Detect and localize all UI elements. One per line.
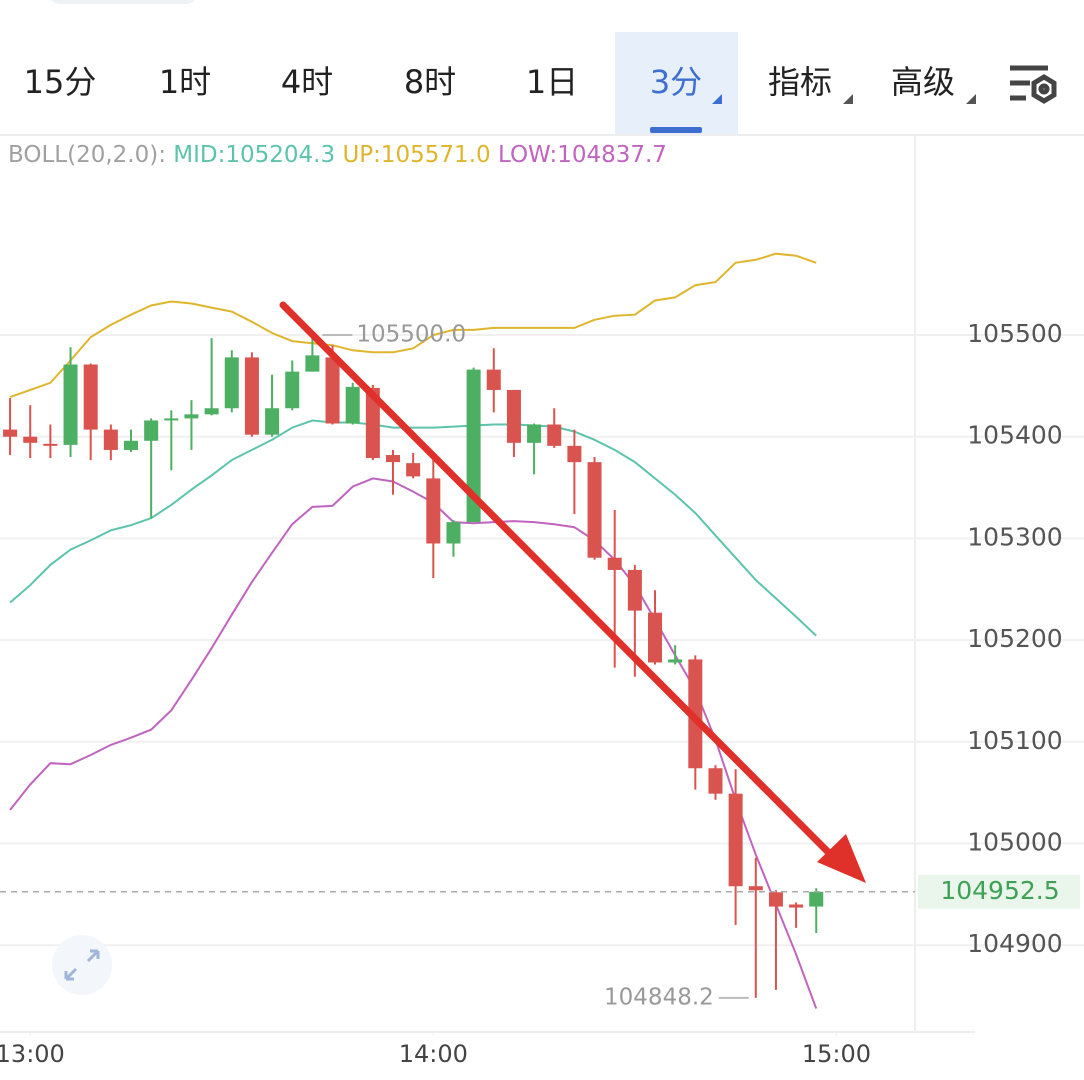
- expand-button[interactable]: [52, 935, 112, 995]
- candle-body: [184, 414, 199, 419]
- tab-bar: 15分 1时 4时 8时 1日 3分 指标 高级: [24, 63, 955, 101]
- candle-body: [527, 424, 542, 443]
- top-pill: [51, 0, 195, 4]
- x-tick-label: 13:00: [0, 1040, 65, 1068]
- candle-body: [809, 891, 824, 907]
- candle-body: [789, 904, 804, 908]
- candle-body: [748, 886, 763, 891]
- x-tick-label: 14:00: [399, 1040, 468, 1068]
- dropdown-caret: [712, 94, 722, 104]
- dropdown-caret: [843, 94, 853, 104]
- candle-body: [43, 443, 58, 446]
- candle-body: [244, 357, 259, 435]
- y-tick-label: 104900: [967, 929, 1062, 958]
- tab[interactable]: 指标: [768, 63, 832, 101]
- tab[interactable]: 1时: [159, 63, 211, 101]
- tab[interactable]: 3分: [650, 63, 702, 101]
- candle-body: [567, 445, 582, 463]
- boll-line: [9, 252, 817, 399]
- candle-body: [607, 557, 622, 570]
- candle-body: [648, 612, 663, 663]
- plot: 104900 105000 105100 105200 105300 105400 1055…: [0, 252, 1084, 1068]
- tab[interactable]: 15分: [24, 63, 97, 101]
- candle-body: [365, 387, 380, 459]
- legend-mid: MID:105204.3: [173, 142, 335, 168]
- x-tick-label: 15:00: [802, 1040, 871, 1068]
- candle-body: [164, 418, 179, 421]
- y-tick-label: 105400: [967, 421, 1062, 450]
- y-tick-label: 105100: [967, 726, 1062, 755]
- tab[interactable]: 高级: [891, 63, 955, 101]
- candle-body: [265, 408, 280, 435]
- candle-body: [345, 386, 360, 424]
- candle-body: [83, 364, 98, 430]
- indicator-label: BOLL(20,2.0):: [8, 142, 166, 168]
- candle-body: [768, 892, 783, 907]
- dropdown-caret: [966, 94, 976, 104]
- active-tab-bg: [615, 32, 738, 134]
- boll-line: [9, 419, 817, 637]
- candle-body: [285, 371, 300, 409]
- y-tick-label: 105200: [967, 624, 1062, 653]
- trend-arrow: [279, 301, 866, 883]
- candle-body: [23, 436, 38, 443]
- legend-up: UP:105571.0: [342, 142, 490, 168]
- candle-body: [406, 463, 421, 477]
- candle-body: [224, 357, 239, 409]
- candle-body: [688, 659, 703, 769]
- indicator-legend: BOLL(20,2.0): MID:105204.3 UP:105571.0 L…: [8, 142, 667, 168]
- legend-low: LOW:104837.7: [498, 142, 667, 168]
- candle-body: [547, 424, 562, 446]
- y-tick-label: 105500: [967, 319, 1062, 348]
- candle-body: [325, 357, 340, 424]
- candle-body: [103, 429, 118, 450]
- tab[interactable]: 1日: [526, 63, 578, 101]
- candle-body: [386, 455, 401, 463]
- candle-body: [486, 369, 501, 390]
- candle-body: [63, 364, 78, 445]
- tab[interactable]: 8时: [404, 63, 456, 101]
- last-price-box: [918, 874, 1080, 909]
- candle-body: [627, 569, 642, 611]
- candle-body: [144, 420, 159, 441]
- active-tab-underline: [650, 127, 702, 133]
- last-price-label: 104952.5: [940, 876, 1059, 905]
- candle-body: [728, 793, 743, 887]
- candle-body: [708, 768, 723, 794]
- candle-body: [446, 522, 461, 544]
- candle-body: [587, 462, 602, 558]
- candle-body: [204, 408, 219, 415]
- candle-body: [3, 429, 18, 437]
- candle-body: [426, 478, 441, 544]
- max-label: 105500.0: [356, 322, 466, 348]
- candle-body: [305, 355, 320, 372]
- tab[interactable]: 4时: [281, 63, 333, 101]
- boll-line: [9, 477, 818, 1009]
- candle-body: [466, 369, 481, 523]
- y-tick-label: 105300: [967, 522, 1062, 551]
- candle-body: [124, 440, 139, 450]
- candle-body: [668, 659, 683, 663]
- candle-body: [506, 389, 521, 443]
- y-tick-label: 105000: [967, 827, 1062, 856]
- settings-icon[interactable]: [1010, 65, 1057, 104]
- min-label: 104848.2: [604, 984, 714, 1010]
